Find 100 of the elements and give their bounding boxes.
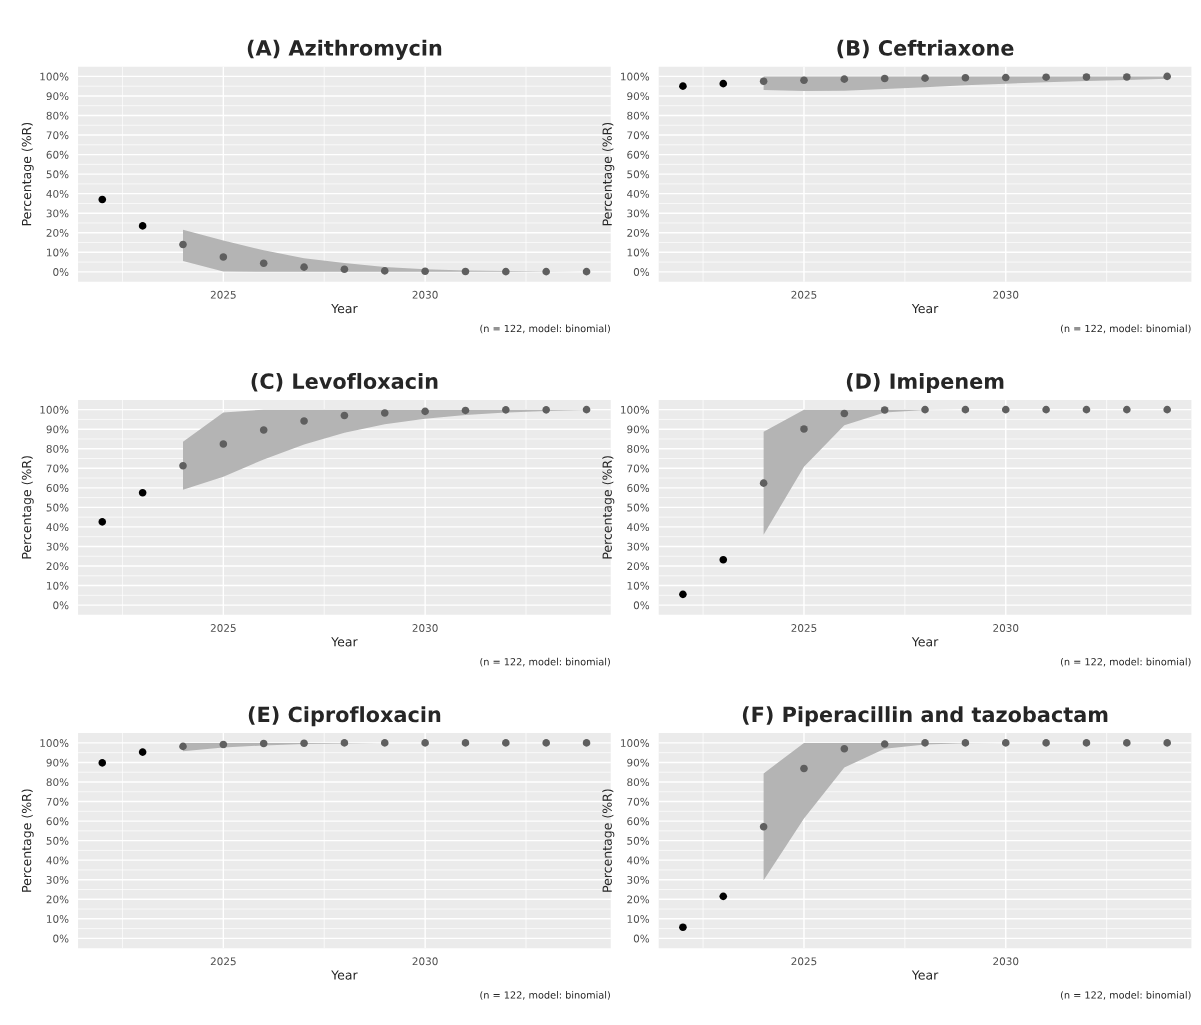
point	[719, 79, 728, 88]
point	[542, 739, 550, 747]
point	[759, 479, 768, 487]
point	[179, 240, 187, 249]
y-tick-label: 100%	[40, 739, 69, 747]
y-axis-title: Percentage (%R)	[21, 456, 34, 559]
x-tick-label: 2030	[993, 957, 1019, 966]
point	[259, 426, 268, 434]
y-tick-label: 100%	[40, 72, 69, 81]
point	[840, 409, 849, 418]
y-tick-label: 50%	[627, 170, 650, 179]
y-tick-label: 60%	[627, 484, 650, 492]
y-axis-title: Percentage (%R)	[602, 789, 615, 892]
point	[1123, 73, 1131, 81]
y-tick-label: 10%	[627, 581, 650, 590]
y-tick-label: 40%	[46, 856, 69, 865]
point	[219, 253, 228, 261]
y-tick-label: 60%	[46, 484, 69, 492]
y-tick-label: 20%	[627, 562, 650, 571]
point	[380, 739, 389, 747]
point	[921, 74, 929, 82]
y-tick-label: 70%	[627, 131, 650, 140]
point	[259, 259, 268, 268]
point	[679, 923, 687, 932]
x-tick-label: 2025	[791, 957, 817, 966]
text: (n = 122, model: binomial)	[1060, 657, 1191, 667]
y-tick-label: 0%	[53, 934, 69, 943]
point	[179, 461, 187, 470]
chart-title: (A) Azithromycin	[247, 39, 442, 61]
y-tick-label: 90%	[627, 92, 650, 101]
point	[421, 739, 429, 747]
y-tick-label: 0%	[633, 601, 650, 610]
y-tick-label: 40%	[627, 856, 650, 865]
point	[1001, 73, 1010, 82]
y-tick-label: 20%	[46, 562, 69, 571]
point	[179, 742, 187, 751]
x-tick-label: 2030	[412, 624, 438, 632]
y-tick-label: 100%	[621, 739, 650, 747]
y-tick-label: 50%	[627, 836, 650, 845]
point	[98, 759, 107, 767]
x-tick-label: 2025	[210, 290, 236, 299]
point	[421, 267, 429, 276]
point	[800, 425, 808, 433]
y-tick-label: 100%	[621, 72, 650, 81]
point	[679, 590, 687, 599]
y-tick-label: 70%	[627, 464, 650, 473]
point	[1042, 405, 1050, 414]
point	[138, 222, 147, 230]
y-axis-title: Percentage (%R)	[21, 789, 34, 892]
point	[542, 406, 550, 414]
text: (n = 122, model: binomial)	[1060, 991, 1191, 1000]
y-tick-label: 50%	[627, 503, 650, 512]
point	[1123, 739, 1131, 747]
y-tick-label: 20%	[46, 895, 69, 904]
y-tick-label: 100%	[621, 405, 650, 414]
y-tick-label: 40%	[627, 523, 650, 532]
point	[1163, 72, 1171, 81]
point	[880, 74, 889, 83]
x-axis-title: Year	[331, 303, 358, 314]
point	[340, 739, 349, 747]
y-tick-label: 60%	[46, 150, 69, 159]
y-tick-label: 10%	[47, 915, 69, 923]
y-tick-label: 10%	[47, 581, 69, 590]
chart-title: (C) Levofloxacin	[251, 372, 438, 392]
y-tick-label: 40%	[46, 189, 69, 198]
y-tick-label: 80%	[46, 111, 69, 120]
point	[1082, 405, 1091, 414]
y-tick-label: 90%	[627, 425, 650, 434]
point	[138, 748, 147, 756]
y-tick-label: 0%	[633, 268, 650, 276]
y-tick-label: 60%	[46, 817, 69, 826]
y-tick-label: 30%	[46, 209, 69, 218]
y-tick-label: 80%	[627, 778, 650, 787]
x-axis-title: Year	[911, 637, 939, 647]
text: (n = 122, model: binomial)	[480, 324, 610, 334]
text: (n = 122, model: binomial)	[1060, 324, 1191, 334]
y-tick-label: 0%	[53, 601, 69, 610]
point	[800, 76, 808, 85]
point	[719, 555, 728, 564]
point	[380, 267, 389, 275]
chart-title: (D) Imipenem	[846, 372, 1004, 394]
point	[502, 267, 510, 276]
point	[880, 740, 889, 748]
y-tick-label: 70%	[627, 797, 650, 806]
point	[880, 406, 889, 414]
y-tick-label: 40%	[46, 523, 69, 532]
point	[800, 764, 808, 773]
point	[582, 267, 591, 276]
point	[921, 405, 929, 414]
x-axis-title: Year	[331, 637, 358, 647]
y-axis-title: Percentage (%R)	[602, 456, 615, 559]
y-tick-label: 80%	[627, 111, 650, 120]
point	[961, 405, 970, 414]
y-tick-label: 20%	[627, 228, 650, 237]
y-tick-label: 20%	[46, 228, 69, 237]
y-tick-label: 10%	[627, 248, 650, 257]
point	[259, 739, 268, 748]
y-tick-label: 30%	[627, 542, 650, 551]
point	[219, 740, 228, 749]
point	[1123, 405, 1131, 414]
